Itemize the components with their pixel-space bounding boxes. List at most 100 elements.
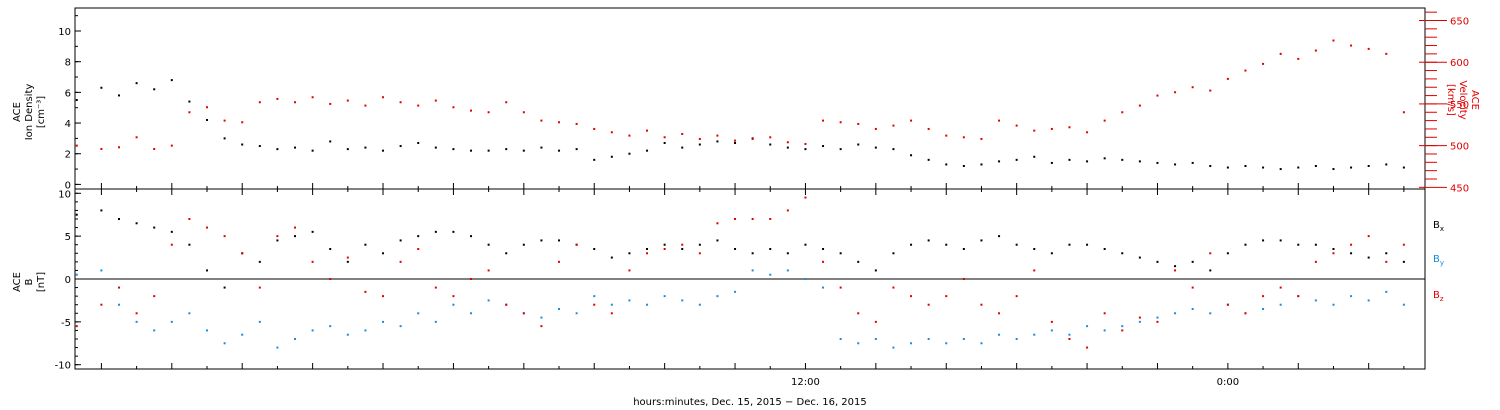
density-point <box>505 148 508 151</box>
velocity-point <box>452 106 455 109</box>
velocity-point <box>646 129 649 132</box>
velocity-point <box>1068 126 1071 129</box>
bottom-left-ylabel-quantity: B <box>24 278 35 285</box>
velocity-point <box>100 147 103 150</box>
bz-point <box>1033 269 1036 272</box>
density-point <box>839 148 842 151</box>
density-point <box>1191 161 1194 164</box>
velocity-point <box>769 136 772 139</box>
bz-point <box>470 278 473 280</box>
bx-point <box>346 260 349 263</box>
velocity-point <box>1262 62 1265 65</box>
density-point <box>1279 168 1282 171</box>
top-right-y-tick-label: 450 <box>1450 183 1469 194</box>
bx-point <box>135 222 138 225</box>
bx-point <box>100 209 103 212</box>
legend-by-sub: y <box>1440 259 1444 267</box>
density-point <box>522 149 525 152</box>
by-point <box>1314 299 1317 302</box>
density-point <box>962 164 965 167</box>
velocity-point <box>1086 131 1089 134</box>
by-point <box>364 329 367 332</box>
velocity-point <box>610 131 613 134</box>
bx-point <box>1174 265 1177 268</box>
velocity-point <box>188 111 191 114</box>
bx-point <box>1191 260 1194 263</box>
by-point <box>540 316 543 319</box>
by-point <box>804 278 807 280</box>
bx-point <box>1385 252 1388 255</box>
velocity-point <box>1138 104 1141 107</box>
bz-point <box>1138 316 1141 319</box>
density-point <box>874 146 877 149</box>
by-point <box>241 333 244 336</box>
density-point <box>153 88 156 91</box>
bx-point <box>75 213 78 216</box>
bz-point <box>1244 312 1247 315</box>
bx-point <box>681 248 684 250</box>
density-point <box>646 149 649 152</box>
by-point <box>839 338 842 340</box>
bx-point <box>1279 239 1282 242</box>
velocity-point <box>1174 91 1177 94</box>
bz-point <box>1297 295 1300 298</box>
density-point <box>610 155 613 158</box>
bx-point <box>927 239 930 242</box>
density-point <box>75 99 78 102</box>
top-right-ylabel-ace: ACE <box>1469 90 1480 110</box>
by-point <box>1191 308 1194 310</box>
bz-point <box>734 218 737 220</box>
density-point <box>1314 164 1317 167</box>
by-point <box>734 290 737 293</box>
by-point <box>980 342 983 345</box>
bx-point <box>1367 256 1370 259</box>
density-point <box>135 82 138 85</box>
density-point <box>663 141 666 144</box>
density-point <box>1015 158 1018 161</box>
bz-point <box>698 252 701 255</box>
velocity-point <box>892 124 895 127</box>
bz-point <box>170 243 173 246</box>
velocity-point <box>751 137 754 140</box>
density-point <box>470 149 473 152</box>
bx-point <box>734 248 737 250</box>
bz-point <box>575 243 578 246</box>
bottom-y-tick-label: 5 <box>65 232 71 243</box>
bz-point <box>505 303 508 306</box>
by-point <box>910 342 913 345</box>
by-point <box>998 333 1001 336</box>
by-point <box>769 273 772 276</box>
top-right-y-tick-label: 650 <box>1450 17 1469 28</box>
bz-point <box>1068 338 1071 340</box>
by-point <box>135 320 138 323</box>
legend-bz-main: B <box>1433 290 1440 301</box>
bx-point <box>153 226 156 229</box>
velocity-point <box>945 134 948 137</box>
bz-point <box>962 278 965 280</box>
bx-point <box>311 230 314 233</box>
density-point <box>575 148 578 151</box>
bx-point <box>874 269 877 272</box>
density-point <box>206 118 209 121</box>
density-point <box>1367 164 1370 167</box>
density-point <box>294 146 297 149</box>
by-point <box>329 325 332 328</box>
by-point <box>75 273 78 276</box>
by-point <box>1385 290 1388 293</box>
top-left-y-tick-label: 0 <box>65 180 71 191</box>
density-point <box>734 141 737 144</box>
bz-point <box>223 235 226 238</box>
density-point <box>258 145 261 148</box>
by-point <box>1015 338 1018 340</box>
bz-point <box>364 290 367 293</box>
bx-point <box>294 235 297 238</box>
velocity-point <box>1209 89 1212 92</box>
bz-point <box>769 218 772 220</box>
by-point <box>892 346 895 349</box>
bx-point <box>1350 252 1353 255</box>
by-point <box>698 303 701 306</box>
velocity-point <box>1121 111 1124 114</box>
legend-bx-main: B <box>1433 220 1440 231</box>
bx-point <box>1121 252 1124 255</box>
bx-point <box>628 252 631 255</box>
